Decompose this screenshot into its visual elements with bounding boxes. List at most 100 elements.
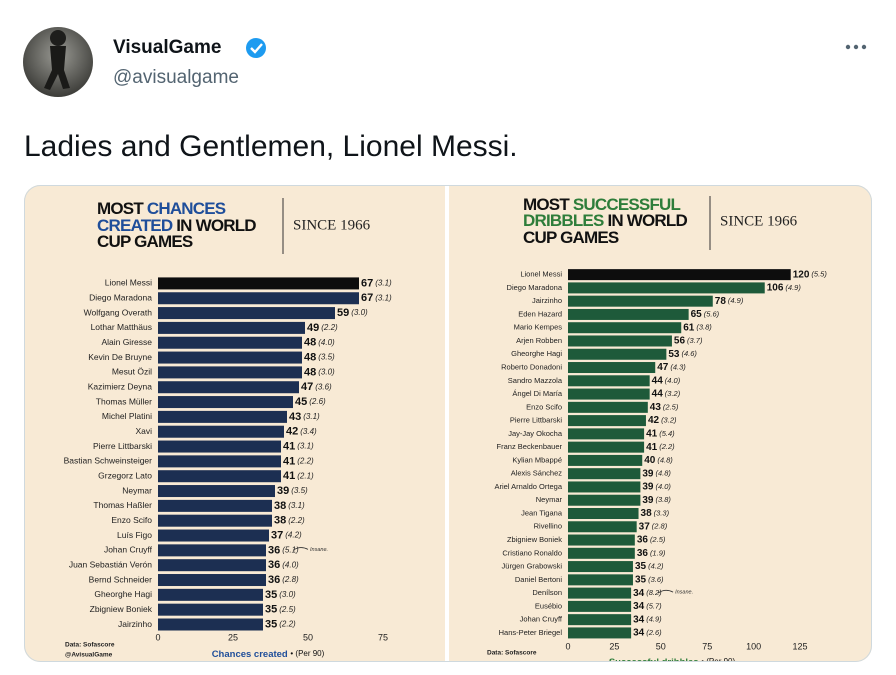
bar (158, 544, 266, 557)
bar (568, 587, 632, 599)
title-part: CUP GAMES (97, 232, 193, 251)
x-tick-label: 100 (746, 641, 761, 651)
per-90-label: (3.7) (687, 336, 703, 345)
bar (568, 627, 632, 639)
per-90-label: (2.2) (297, 456, 314, 465)
annotation-arrow (292, 547, 309, 551)
value-label: 42 (286, 426, 298, 438)
bar (568, 282, 765, 294)
bar (568, 375, 650, 387)
x-tick-label: 50 (656, 641, 666, 651)
bar (568, 428, 645, 440)
title-part: IN WORLD (607, 211, 687, 230)
bar (568, 295, 713, 307)
per-90-label: (2.6) (309, 397, 326, 406)
avatar[interactable] (23, 27, 93, 97)
value-label: 42 (648, 415, 660, 426)
x-axis-label: Chances created • (Per 90) (212, 649, 325, 660)
bar (568, 600, 632, 612)
more-button[interactable] (845, 44, 867, 50)
category-label: Thomas Müller (96, 396, 152, 406)
bar (568, 388, 650, 400)
per-90-label: (3.6) (648, 575, 664, 584)
bar (568, 335, 672, 347)
bar (158, 410, 287, 423)
category-label: Eden Hazard (518, 309, 562, 318)
category-label: Alain Giresse (101, 337, 152, 347)
bar (568, 494, 641, 506)
display-name[interactable]: VisualGame (113, 37, 221, 58)
per-90-label: (4.0) (318, 338, 335, 347)
category-label: Neymar (536, 495, 563, 504)
annotation: Insane. (675, 590, 693, 596)
category-label: Roberto Donadoni (501, 363, 562, 372)
per-90-label: (2.6) (646, 628, 662, 637)
value-label: 41 (283, 440, 295, 452)
per-90-label: (2.8) (652, 522, 668, 531)
per-90-label: (8.2) (646, 588, 662, 597)
bar (568, 521, 637, 533)
category-label: Kazimierz Deyna (88, 381, 153, 391)
x-tick-label: 50 (303, 632, 313, 642)
value-label: 48 (304, 351, 316, 363)
bar (158, 603, 263, 616)
title-part: CUP GAMES (523, 228, 619, 247)
category-label: Lothar Matthäus (91, 322, 152, 332)
bar (158, 381, 299, 394)
category-label: Zbigniew Boniek (90, 604, 153, 614)
category-label: Zbigniew Boniek (507, 535, 562, 544)
media-border (24, 185, 872, 662)
bar (158, 277, 359, 290)
value-label: 34 (633, 614, 645, 625)
category-label: Gheorghe Hagi (511, 349, 562, 358)
value-label: 43 (289, 411, 301, 423)
bar (158, 514, 272, 527)
value-label: 36 (268, 574, 280, 586)
bar (568, 269, 791, 281)
category-label: Sandro Mazzola (508, 376, 563, 385)
per-90-label: (5.4) (659, 429, 675, 438)
category-label: Enzo Scifo (526, 402, 562, 411)
bar (568, 415, 646, 427)
bar (158, 440, 281, 453)
per-90-label: (3.3) (654, 508, 670, 517)
per-90-label: (4.9) (728, 296, 744, 305)
bar (568, 614, 632, 626)
source: Data: Sofascore (487, 650, 537, 657)
bar (158, 292, 359, 305)
value-label: 78 (715, 296, 727, 307)
bar (158, 351, 302, 364)
x-axis-title: Chances created (212, 649, 288, 660)
x-axis-note: • (Per 90) (290, 649, 324, 658)
title-part: CHANCES (147, 199, 226, 218)
bar (158, 618, 263, 631)
category-label: Denílson (532, 588, 562, 597)
bar (568, 534, 635, 546)
bar (568, 362, 656, 374)
bar (158, 425, 284, 438)
value-label: 41 (283, 455, 295, 467)
per-90-label: (3.4) (300, 427, 317, 436)
per-90-label: (5.5) (811, 270, 827, 279)
annotation: Insane. (310, 547, 328, 553)
per-90-label: (2.2) (321, 323, 338, 332)
value-label: 65 (691, 309, 703, 320)
category-label: Kevin De Bruyne (88, 352, 152, 362)
value-label: 39 (642, 468, 654, 479)
category-label: Hans-Peter Briegel (499, 628, 563, 637)
handle[interactable]: @avisualgame (113, 67, 239, 88)
per-90-label: (5.1) (282, 545, 299, 554)
per-90-label: (3.5) (291, 486, 308, 495)
per-90-label: (3.0) (351, 308, 368, 317)
bar (568, 574, 633, 586)
category-label: Daniel Bertoni (515, 575, 562, 584)
value-label: 48 (304, 366, 316, 378)
value-label: 47 (657, 362, 669, 373)
per-90-label: (2.1) (297, 471, 314, 480)
chart-title: CUP GAMES (523, 228, 619, 247)
category-label: Johan Cruyff (104, 545, 153, 555)
category-label: Jean Tigana (521, 508, 563, 517)
